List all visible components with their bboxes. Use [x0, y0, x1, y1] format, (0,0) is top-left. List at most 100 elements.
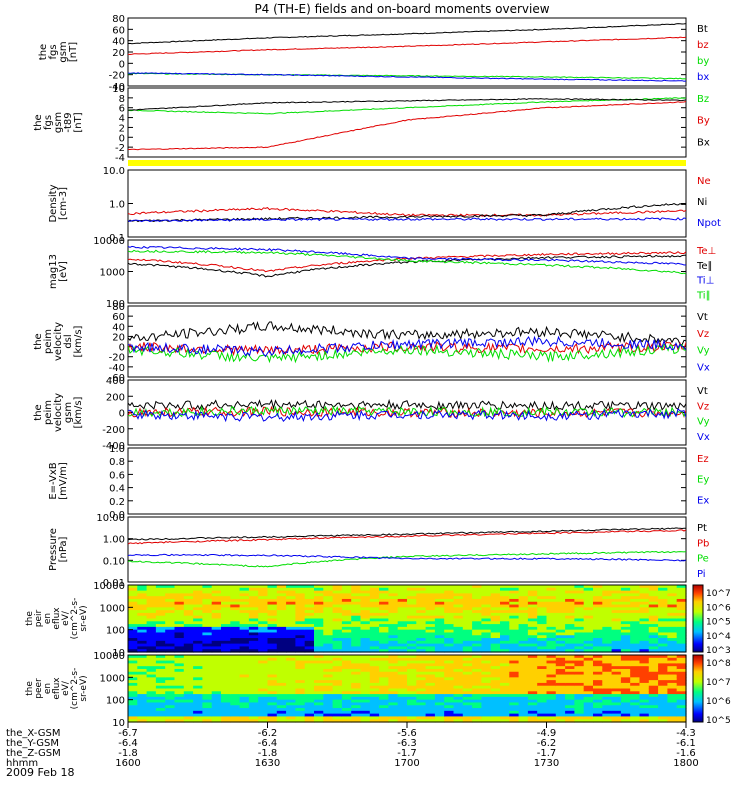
spectrogram-cell	[128, 607, 138, 611]
spectrogram-cell	[583, 624, 594, 628]
spectrogram-cell	[667, 702, 678, 706]
spectrogram-cell	[397, 621, 408, 625]
spectrogram-cell	[267, 702, 278, 706]
spectrogram-cell	[444, 598, 455, 603]
spectrogram-cell	[509, 638, 520, 642]
spectrogram-cell	[676, 680, 687, 684]
spectrogram-cell	[481, 624, 492, 628]
spectrogram-cell	[444, 632, 455, 636]
spectrogram-cell	[258, 691, 269, 695]
spectrogram-cell	[453, 626, 464, 631]
spectrogram-cell	[509, 640, 520, 645]
spectrogram-cell	[332, 699, 343, 704]
spectrogram-cell	[267, 640, 278, 645]
spectrogram-cell	[258, 702, 269, 706]
spectrogram-cell	[444, 621, 455, 625]
spectrogram-cell	[425, 708, 436, 712]
spectrogram-cell	[295, 710, 306, 715]
spectrogram-cell	[239, 593, 250, 597]
spectrogram-cell	[341, 710, 352, 715]
spectrogram-cell	[425, 587, 436, 592]
spectrogram-cell	[565, 601, 575, 606]
spectrogram-cell	[453, 587, 464, 592]
spectrogram-cell	[304, 649, 315, 653]
spectrogram-cell	[211, 612, 222, 617]
spectrogram-cell	[323, 621, 334, 625]
spectrogram-cell	[407, 674, 417, 678]
spectrogram-cell	[509, 635, 520, 639]
spectrogram-cell	[183, 640, 194, 645]
spectrogram-cell	[620, 671, 631, 676]
spectrogram-cell	[276, 710, 287, 715]
spectrogram-cell	[416, 657, 427, 662]
spectrogram-cell	[667, 635, 678, 639]
spectrogram-cell	[267, 705, 278, 709]
ephemeris-value: -6.4	[258, 738, 278, 749]
spectrogram-cell	[500, 677, 510, 681]
spectrogram-cell	[388, 691, 399, 695]
spectrogram-cell	[593, 702, 603, 706]
spectrogram-cell	[509, 646, 520, 650]
spectrogram-cell	[527, 663, 538, 667]
spectrogram-cell	[546, 593, 557, 597]
spectrogram-cell	[500, 719, 510, 723]
spectrogram-cell	[155, 646, 166, 650]
spectrogram-cell	[611, 596, 622, 600]
spectrogram-cell	[537, 674, 548, 678]
spectrogram-cell	[295, 677, 306, 681]
spectrogram-cell	[360, 657, 371, 662]
spectrogram-cell	[630, 615, 641, 620]
spectrogram-cell	[258, 604, 269, 608]
spectrogram-cell	[472, 674, 482, 678]
series-Pb-line	[128, 529, 686, 545]
spectrogram-cell	[351, 685, 362, 690]
spectrogram-cell	[639, 585, 650, 589]
spectrogram-cell	[518, 671, 529, 676]
spectrogram-cell	[444, 646, 455, 650]
spectrogram-cell	[434, 604, 445, 608]
spectrogram-cell	[332, 601, 343, 606]
spectrogram-cell	[155, 635, 166, 639]
spectrogram-cell	[304, 680, 315, 684]
spectrogram-cell	[527, 685, 538, 690]
spectrogram-cell	[490, 716, 501, 720]
spectrogram-cell	[379, 666, 389, 670]
spectrogram-cell	[155, 719, 166, 723]
spectrogram-cell	[267, 719, 278, 723]
spectrogram-cell	[258, 666, 269, 670]
spectrogram-cell	[351, 621, 362, 625]
spectrogram-cell	[332, 585, 343, 589]
spectrogram-cell	[295, 666, 306, 670]
spectrogram-cell	[295, 626, 306, 631]
spectrogram-cell	[341, 655, 352, 659]
y-tick-label: 10.0	[103, 166, 125, 177]
spectrogram-cell	[648, 643, 659, 648]
spectrogram-cell	[286, 710, 296, 715]
spectrogram-cell	[565, 713, 575, 718]
spectrogram-cell	[425, 674, 436, 678]
spectrogram-cell	[351, 655, 362, 659]
spectrogram-cell	[453, 696, 464, 701]
spectrogram-cell	[537, 596, 548, 600]
spectrogram-cell	[555, 635, 566, 639]
spectrogram-cell	[676, 660, 687, 664]
spectrogram-cell	[295, 671, 306, 676]
spectrogram-cell	[221, 680, 231, 684]
spectrogram-cell	[444, 612, 455, 617]
spectrogram-cell	[416, 691, 427, 695]
spectrogram-cell	[500, 610, 510, 614]
spectrogram-cell	[639, 618, 650, 622]
spectrogram-cell	[211, 655, 222, 659]
spectrogram-cell	[286, 640, 296, 645]
spectrogram-cell	[509, 621, 520, 625]
spectrogram-cell	[286, 626, 296, 631]
spectrogram-cell	[267, 696, 278, 701]
spectrogram-cell	[146, 604, 157, 608]
spectrogram-cell	[602, 612, 613, 617]
spectrogram-cell	[546, 713, 557, 718]
spectrogram-cell	[648, 626, 659, 631]
flag-bar	[128, 160, 686, 166]
spectrogram-cell	[128, 618, 138, 622]
spectrogram-cell	[593, 587, 603, 592]
spectrogram-cell	[444, 643, 455, 648]
